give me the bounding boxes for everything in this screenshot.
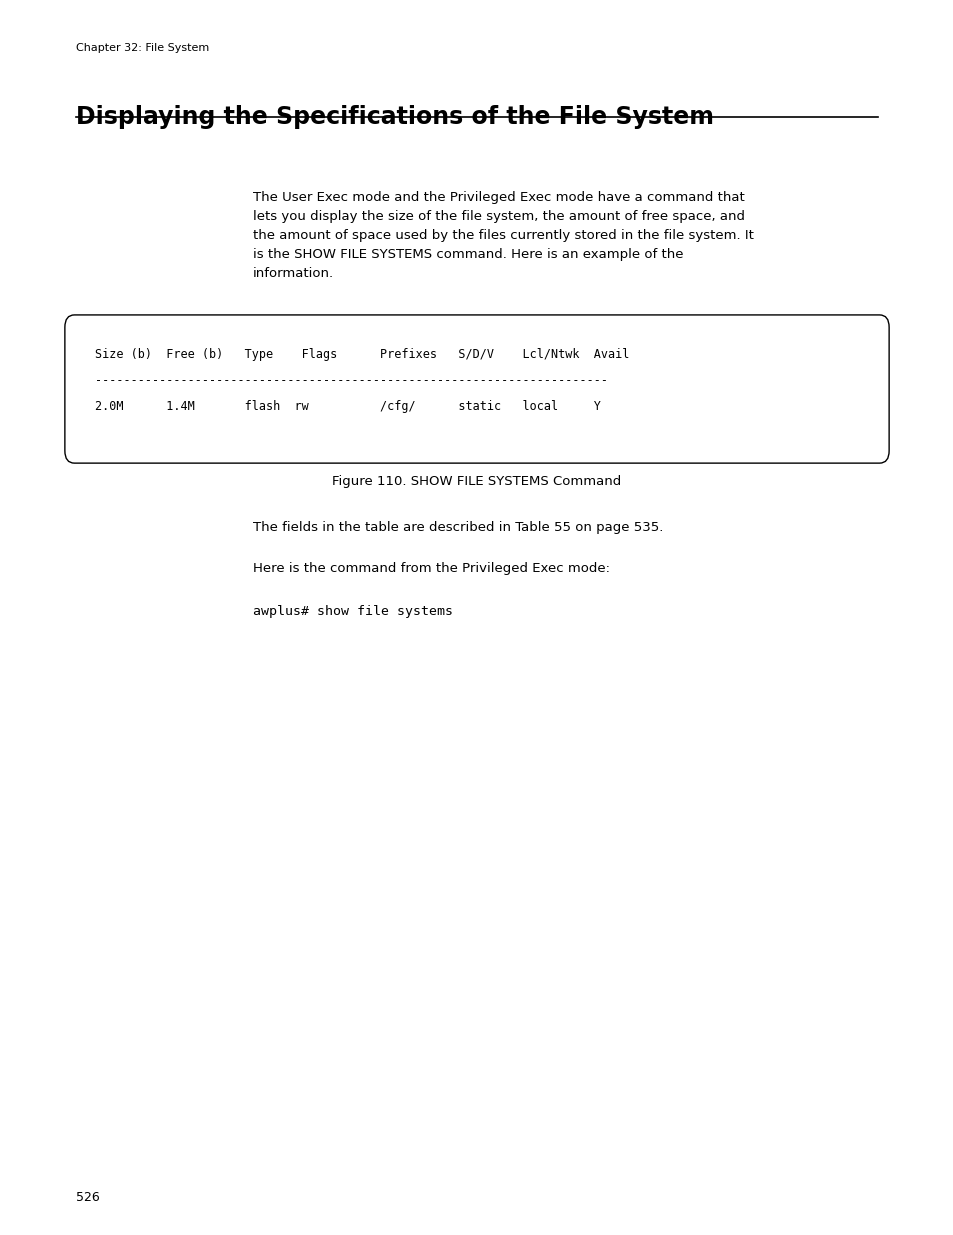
FancyBboxPatch shape (65, 315, 888, 463)
Text: Chapter 32: File System: Chapter 32: File System (76, 43, 210, 53)
Text: 526: 526 (76, 1191, 100, 1204)
Text: Figure 110. SHOW FILE SYSTEMS Command: Figure 110. SHOW FILE SYSTEMS Command (332, 475, 621, 489)
Text: awplus# show file systems: awplus# show file systems (253, 605, 453, 619)
Text: The fields in the table are described in Table 55 on page 535.: The fields in the table are described in… (253, 521, 662, 535)
Text: 2.0M      1.4M       flash  rw          /cfg/      static   local     Y: 2.0M 1.4M flash rw /cfg/ static local Y (95, 400, 600, 414)
Text: Size (b)  Free (b)   Type    Flags      Prefixes   S/D/V    Lcl/Ntwk  Avail: Size (b) Free (b) Type Flags Prefixes S/… (95, 348, 629, 362)
Text: Displaying the Specifications of the File System: Displaying the Specifications of the Fil… (76, 105, 714, 128)
Text: The User Exec mode and the Privileged Exec mode have a command that
lets you dis: The User Exec mode and the Privileged Ex… (253, 191, 753, 280)
Text: Here is the command from the Privileged Exec mode:: Here is the command from the Privileged … (253, 562, 609, 576)
Text: ------------------------------------------------------------------------: ----------------------------------------… (95, 374, 608, 388)
